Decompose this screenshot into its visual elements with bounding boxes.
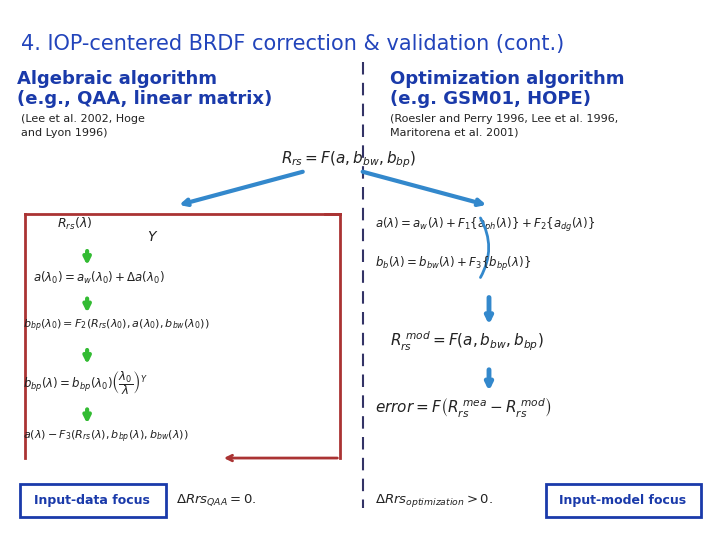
Text: $a(\lambda_0) = a_w(\lambda_0) + \Delta a(\lambda_0)$: $a(\lambda_0) = a_w(\lambda_0) + \Delta … bbox=[32, 270, 164, 286]
Text: Input-model focus: Input-model focus bbox=[559, 494, 686, 507]
Text: $R_{rs}(\lambda)$: $R_{rs}(\lambda)$ bbox=[58, 215, 93, 232]
Text: $R_{rs} = F\left(a, b_{bw}, b_{bp}\right)$: $R_{rs} = F\left(a, b_{bw}, b_{bp}\right… bbox=[281, 149, 416, 170]
Text: 4. IOP-centered BRDF correction & validation (cont.): 4. IOP-centered BRDF correction & valida… bbox=[21, 35, 564, 55]
Text: $b_{bp}(\lambda_0) = F_2\left(R_{rs}(\lambda_0), a(\lambda_0), b_{bw}(\lambda_0): $b_{bp}(\lambda_0) = F_2\left(R_{rs}(\la… bbox=[22, 318, 210, 334]
Text: $\Delta Rrs_{optimization} > 0.$: $\Delta Rrs_{optimization} > 0.$ bbox=[375, 492, 493, 509]
Text: (Roesler and Perry 1996, Lee et al. 1996,
Maritorena et al. 2001): (Roesler and Perry 1996, Lee et al. 1996… bbox=[390, 113, 618, 138]
Text: (Lee et al. 2002, Hoge
and Lyon 1996): (Lee et al. 2002, Hoge and Lyon 1996) bbox=[21, 113, 145, 138]
Text: $Y$: $Y$ bbox=[147, 231, 158, 245]
Text: (e.g. GSM01, HOPE): (e.g. GSM01, HOPE) bbox=[390, 90, 591, 108]
Text: $a(\lambda) - F_3\left(R_{rs}(\lambda), b_{bp}(\lambda), b_{bw}(\lambda)\right)$: $a(\lambda) - F_3\left(R_{rs}(\lambda), … bbox=[22, 428, 188, 445]
FancyBboxPatch shape bbox=[19, 484, 166, 517]
Text: Optimization algorithm: Optimization algorithm bbox=[390, 70, 624, 88]
Text: (e.g., QAA, linear matrix): (e.g., QAA, linear matrix) bbox=[17, 90, 272, 108]
Text: Algebraic algorithm: Algebraic algorithm bbox=[17, 70, 217, 88]
FancyBboxPatch shape bbox=[546, 484, 701, 517]
Text: $\Delta Rrs_{QAA} = 0.$: $\Delta Rrs_{QAA} = 0.$ bbox=[176, 493, 257, 509]
Text: Input-data focus: Input-data focus bbox=[34, 494, 150, 507]
Text: $error = F\left(R_{rs}^{\ mea} - R_{rs}^{\ mod}\right)$: $error = F\left(R_{rs}^{\ mea} - R_{rs}^… bbox=[375, 397, 552, 420]
Text: $R_{rs}^{\ mod} = F(a, b_{bw}, b_{bp})$: $R_{rs}^{\ mod} = F(a, b_{bw}, b_{bp})$ bbox=[390, 329, 544, 353]
Text: $b_b(\lambda) = b_{bw}(\lambda) + F_3\{b_{bp}(\lambda)\}$: $b_b(\lambda) = b_{bw}(\lambda) + F_3\{b… bbox=[375, 255, 531, 273]
Text: $b_{bp}(\lambda) = b_{bp}(\lambda_0)\left(\dfrac{\lambda_0}{\lambda}\right)^Y$: $b_{bp}(\lambda) = b_{bp}(\lambda_0)\lef… bbox=[22, 369, 148, 397]
Text: $a(\lambda) = a_w(\lambda) + F_1\{a_{ph}(\lambda)\} + F_2\{a_{dg}(\lambda)\}$: $a(\lambda) = a_w(\lambda) + F_1\{a_{ph}… bbox=[375, 215, 595, 234]
